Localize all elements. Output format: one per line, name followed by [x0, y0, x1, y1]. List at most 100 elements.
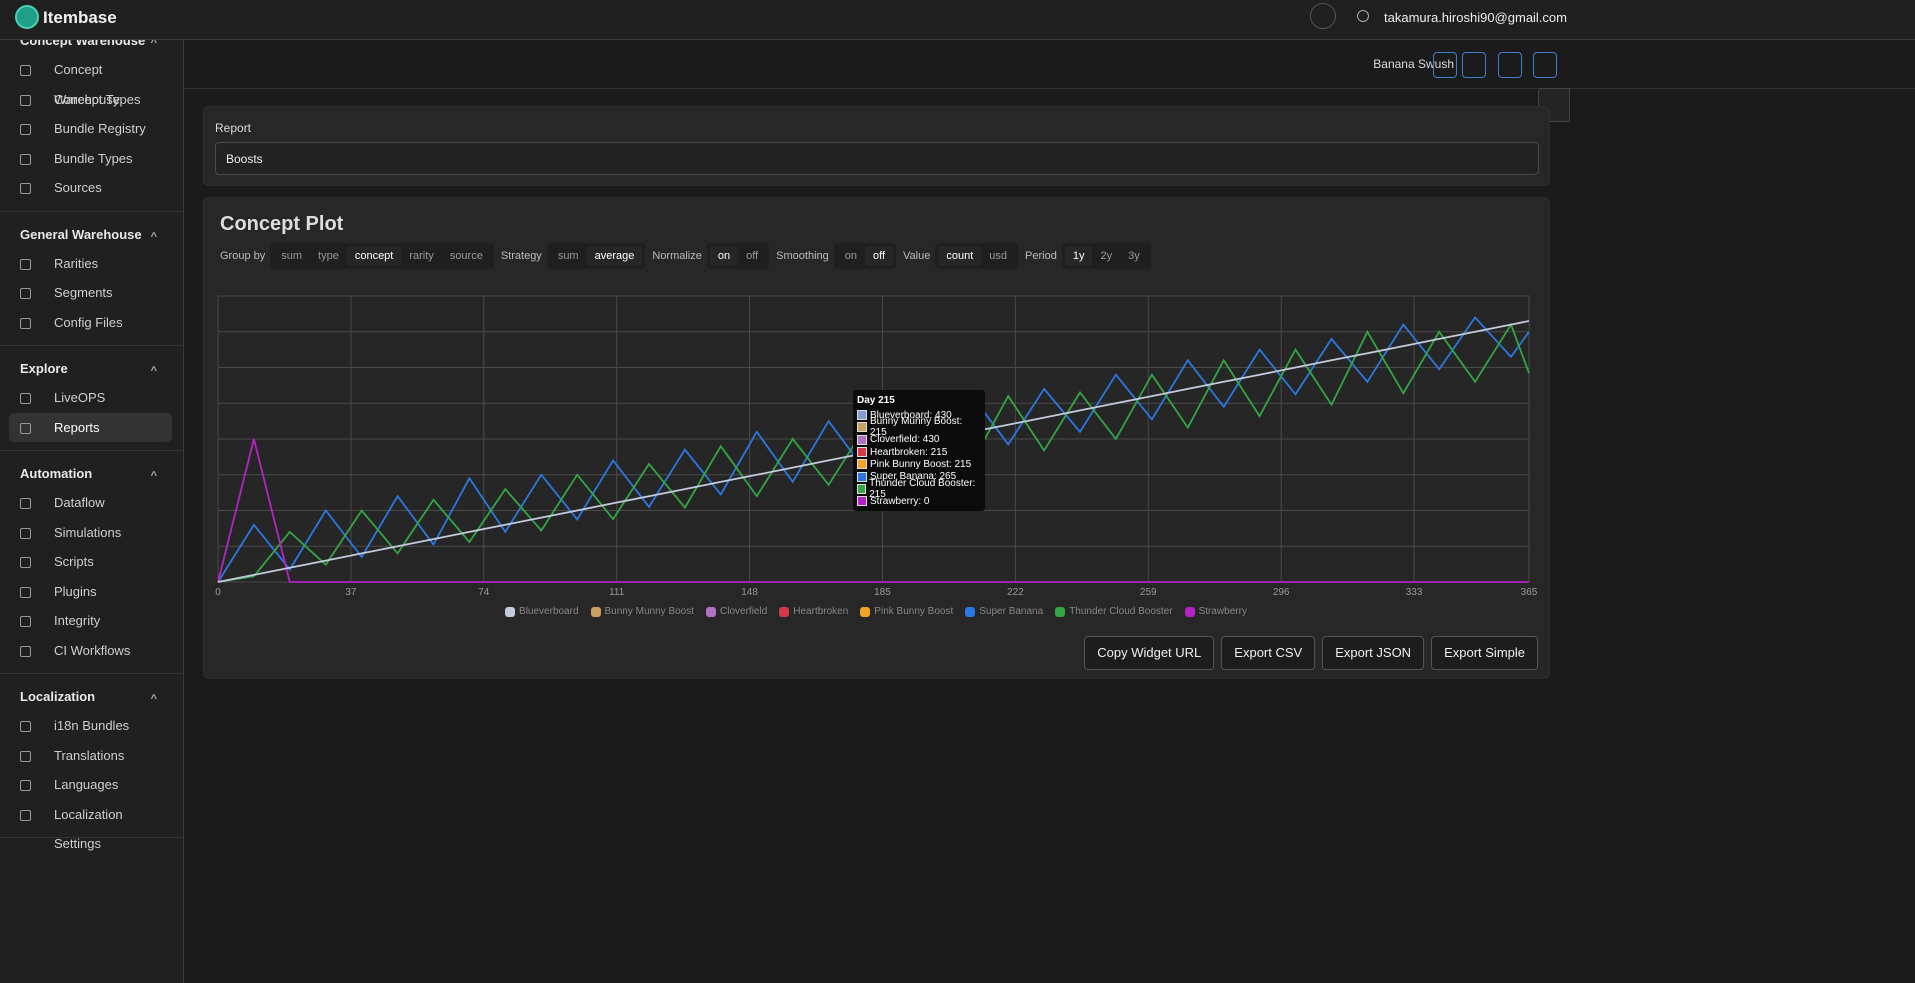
nav-item[interactable]: i18n Bundles: [9, 711, 172, 741]
tooltip-row: Cloverfield: 430: [857, 434, 981, 446]
export-button[interactable]: Export CSV: [1221, 636, 1316, 670]
legend-item[interactable]: Cloverfield: [706, 606, 767, 617]
nav-item[interactable]: Rarities: [9, 249, 172, 279]
sidebar-section: General WarehouseRaritiesSegmentsConfig …: [0, 221, 183, 346]
export-button[interactable]: Copy Widget URL: [1084, 636, 1215, 670]
section-title[interactable]: Localization: [0, 683, 183, 713]
icon-button[interactable]: [1498, 52, 1522, 78]
control-option[interactable]: average: [586, 246, 643, 266]
legend-item[interactable]: Super Banana: [965, 606, 1043, 617]
control-option[interactable]: count: [938, 246, 982, 266]
legend: Blueverboard Bunny Munny Boost Cloverfield…: [203, 606, 1549, 617]
tooltip-text: Bunny Munny Boost: 215: [869, 416, 963, 439]
nav-item[interactable]: Scripts: [9, 547, 172, 577]
tooltip-row: Thunder Cloud Booster: 215: [857, 478, 981, 500]
nav-item[interactable]: Dataflow: [9, 488, 172, 518]
control-option[interactable]: on: [844, 250, 857, 262]
control-option[interactable]: sum: [281, 250, 303, 262]
nav-item[interactable]: Bundle Types: [9, 144, 172, 174]
control-group: count usd: [935, 243, 1019, 269]
nav-item[interactable]: Localization Settings: [9, 800, 172, 851]
control-option[interactable]: concept: [346, 246, 402, 266]
legend-item[interactable]: Strawberry: [1184, 606, 1247, 617]
sidebar-section: AutomationDataflowSimulationsScriptsPlug…: [0, 460, 183, 674]
legend-swatch: [1055, 606, 1066, 617]
nav-item[interactable]: Plugins: [9, 577, 172, 607]
control-option[interactable]: on: [709, 246, 739, 266]
nav-item[interactable]: Bundle Registry: [9, 114, 172, 144]
control-option[interactable]: 1y: [1064, 246, 1093, 266]
export-button[interactable]: Export Simple: [1431, 636, 1538, 670]
tooltip-swatch: [857, 459, 867, 470]
theme-toggle[interactable]: [1310, 3, 1336, 29]
x-tick-label: 259: [1140, 587, 1157, 598]
control-option[interactable]: sum: [557, 250, 579, 262]
legend-label: Cloverfield: [720, 606, 768, 617]
legend-item[interactable]: Pink Bunny Boost: [860, 606, 953, 617]
control-group: on off: [706, 243, 770, 269]
report-label: Report: [215, 121, 252, 135]
control-option[interactable]: source: [449, 250, 483, 262]
nav-item[interactable]: Concept Warehouse: [9, 55, 172, 107]
control-option[interactable]: rarity: [409, 250, 434, 262]
legend-swatch: [779, 606, 790, 617]
tooltip-row: Strawberry: 0: [857, 495, 981, 507]
icon-button[interactable]: [1533, 52, 1557, 78]
x-tick-label: 185: [874, 587, 891, 598]
icon-button[interactable]: [1462, 52, 1486, 78]
nav-item[interactable]: CI Workflows: [9, 636, 172, 666]
tooltip-text: Super Banana: 265: [870, 471, 957, 483]
legend-swatch: [1184, 606, 1195, 617]
report-card: Report Boosts: [203, 106, 1550, 186]
nav-item[interactable]: Integrity: [9, 606, 172, 636]
section-title[interactable]: Automation: [0, 460, 183, 490]
control-option[interactable]: 2y: [1100, 250, 1113, 262]
control-option[interactable]: off: [746, 250, 759, 262]
brand: Itembase: [43, 8, 117, 27]
export-button[interactable]: Export JSON: [1322, 636, 1425, 670]
control-group: on off: [833, 243, 897, 269]
x-tick-label: 74: [478, 587, 490, 598]
tooltip-text: Pink Bunny Boost: 215: [870, 458, 972, 470]
legend-item[interactable]: Bunny Munny Boost: [590, 606, 694, 617]
control-option[interactable]: 3y: [1128, 250, 1140, 262]
user-email[interactable]: takamura.hiroshi90@gmail.com: [1384, 10, 1567, 25]
tooltip-text: Thunder Cloud Booster: 215: [869, 477, 976, 500]
section-title[interactable]: Concept Warehouse: [0, 40, 183, 57]
report-value: Boosts: [226, 152, 263, 166]
legend-item[interactable]: Heartbroken: [779, 606, 848, 617]
nav-item[interactable]: Sources: [9, 173, 172, 203]
nav-item[interactable]: LiveOPS: [9, 383, 172, 413]
tooltip-text: Strawberry: 0: [870, 495, 930, 507]
tooltip-row: Super Banana: 265: [857, 470, 981, 482]
legend-item[interactable]: Blueverboard: [505, 606, 579, 617]
legend-label: Thunder Cloud Booster: [1069, 606, 1173, 617]
nav-item[interactable]: Translations: [9, 741, 172, 771]
nav-item[interactable]: Languages: [9, 770, 172, 800]
section-title[interactable]: General Warehouse: [0, 221, 183, 251]
control-option[interactable]: usd: [989, 250, 1008, 262]
nav-item[interactable]: Simulations: [9, 518, 172, 548]
control-option[interactable]: off: [865, 246, 894, 266]
x-tick-label: 333: [1406, 587, 1423, 598]
sidebar-section: Localizationi18n BundlesTranslationsLang…: [0, 683, 183, 851]
control-option[interactable]: type: [318, 250, 339, 262]
legend-item[interactable]: Thunder Cloud Booster: [1055, 606, 1173, 617]
icon-button[interactable]: [1433, 52, 1457, 78]
nav-item[interactable]: Config Files: [9, 308, 172, 338]
legend-swatch: [505, 606, 516, 617]
nav-item[interactable]: Segments: [9, 278, 172, 308]
tooltip-text: Blueverboard: 430: [870, 409, 952, 421]
export-buttons: Copy Widget URL Export CSV Export JSON Expo…: [1077, 636, 1538, 670]
legend-label: Strawberry: [1198, 606, 1247, 617]
section-title[interactable]: Explore: [0, 355, 183, 385]
control-group: 1y 2y 3y: [1061, 243, 1151, 269]
x-tick-label: 0: [215, 587, 221, 598]
tooltip-title: Day 215: [857, 395, 895, 406]
nav-item[interactable]: Concept Types: [9, 85, 172, 115]
report-select[interactable]: Boosts: [215, 142, 1539, 175]
logo: [15, 5, 39, 29]
legend-label: Blueverboard: [519, 606, 579, 617]
nav-item[interactable]: Reports: [9, 412, 172, 442]
